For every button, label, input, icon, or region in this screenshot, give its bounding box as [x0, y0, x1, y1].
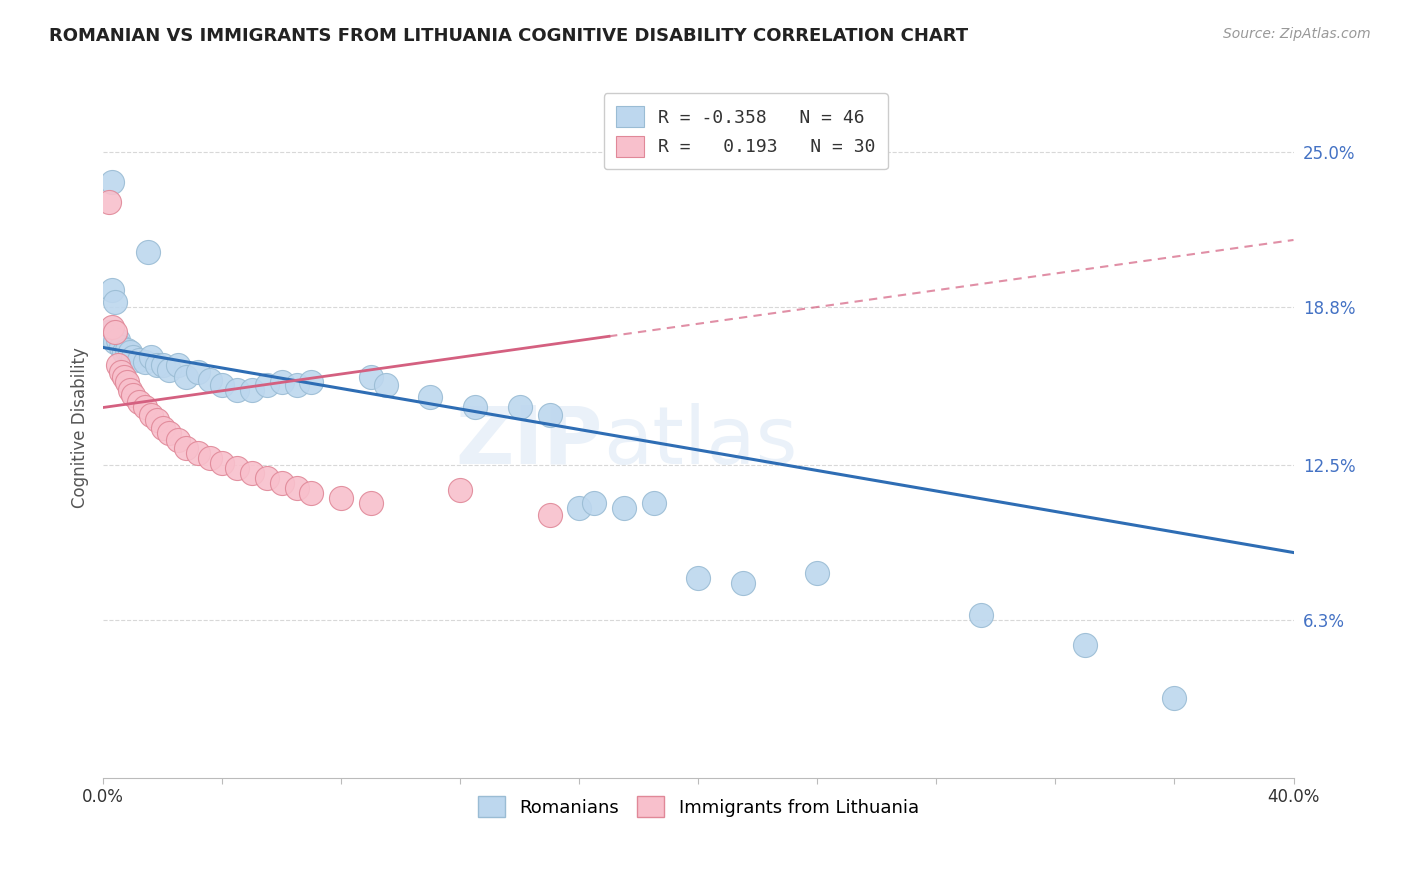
Point [176, 441, 198, 455]
Point [115, 343, 138, 357]
Point [134, 355, 156, 369]
Point [101, 176, 124, 190]
Point [449, 483, 471, 497]
Point [104, 295, 127, 310]
Point [157, 363, 180, 377]
Point [285, 378, 308, 392]
Point [509, 401, 531, 415]
Text: ROMANIAN VS IMMIGRANTS FROM LITHUANIA COGNITIVE DISABILITY CORRELATION CHART: ROMANIAN VS IMMIGRANTS FROM LITHUANIA CO… [49, 27, 969, 45]
Point [270, 376, 292, 390]
Point [139, 408, 162, 422]
Point [118, 345, 141, 359]
Point [806, 566, 828, 580]
Point [226, 460, 249, 475]
Point [285, 481, 308, 495]
Point [152, 420, 174, 434]
Point [688, 570, 710, 584]
Point [166, 358, 188, 372]
Point [970, 607, 993, 622]
Point [187, 445, 209, 459]
Point [211, 456, 233, 470]
Point [187, 366, 209, 380]
Point [118, 383, 141, 397]
Text: atlas: atlas [603, 402, 797, 481]
Point [157, 425, 180, 440]
Point [568, 500, 591, 515]
Point [538, 508, 561, 522]
Point [360, 370, 382, 384]
Point [330, 491, 353, 505]
Point [152, 358, 174, 372]
Point [538, 408, 561, 422]
Point [583, 495, 606, 509]
Point [256, 378, 278, 392]
Point [226, 383, 249, 397]
Point [98, 195, 121, 210]
Point [107, 358, 129, 372]
Legend: Romanians, Immigrants from Lithuania: Romanians, Immigrants from Lithuania [471, 789, 927, 824]
Point [1163, 690, 1185, 705]
Point [643, 495, 665, 509]
Point [731, 575, 754, 590]
Point [360, 495, 382, 509]
Point [139, 351, 162, 365]
Point [110, 366, 132, 380]
Point [98, 326, 121, 340]
Point [200, 450, 222, 465]
Text: Source: ZipAtlas.com: Source: ZipAtlas.com [1223, 27, 1371, 41]
Point [240, 383, 263, 397]
Point [464, 401, 486, 415]
Point [176, 370, 198, 384]
Point [128, 353, 150, 368]
Point [145, 413, 167, 427]
Point [256, 470, 278, 484]
Point [112, 345, 135, 359]
Point [115, 376, 138, 390]
Point [104, 335, 127, 350]
Point [270, 475, 292, 490]
Point [101, 330, 124, 344]
Point [166, 433, 188, 447]
Point [104, 326, 127, 340]
Point [374, 378, 396, 392]
Point [240, 466, 263, 480]
Point [122, 351, 145, 365]
Point [1074, 638, 1097, 652]
Point [122, 388, 145, 402]
Point [101, 283, 124, 297]
Point [419, 391, 441, 405]
Point [136, 245, 159, 260]
Point [107, 333, 129, 347]
Point [145, 358, 167, 372]
Point [613, 500, 636, 515]
Point [211, 378, 233, 392]
Point [200, 373, 222, 387]
Point [301, 376, 323, 390]
Point [134, 401, 156, 415]
Point [110, 341, 132, 355]
Point [301, 485, 323, 500]
Point [128, 395, 150, 409]
Point [101, 320, 124, 334]
Text: ZIP: ZIP [456, 402, 603, 481]
Y-axis label: Cognitive Disability: Cognitive Disability [72, 347, 89, 508]
Point [112, 370, 135, 384]
